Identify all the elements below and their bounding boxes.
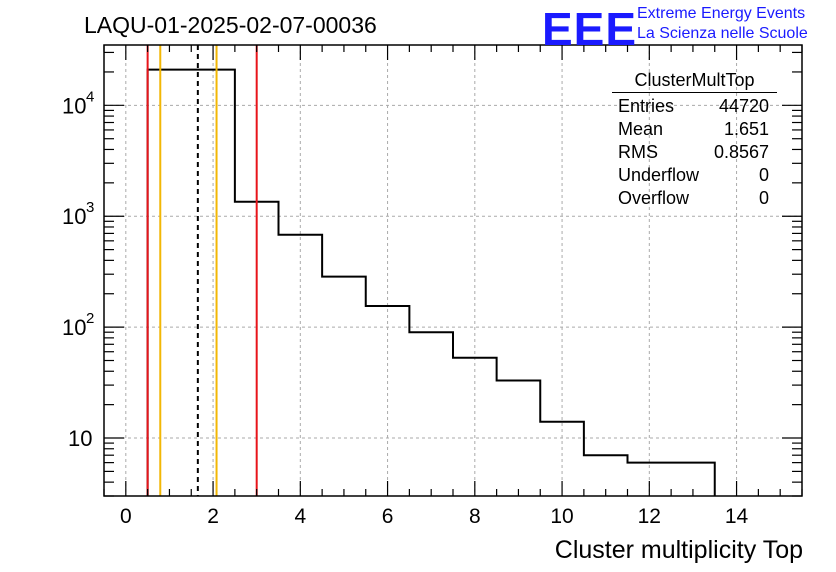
stats-row: RMS 0.8567 [612, 141, 777, 164]
x-axis: 0 2 4 6 8 10 12 14 [103, 45, 803, 528]
x-tick-label: 10 [550, 505, 573, 528]
histogram-bins [146, 68, 716, 496]
histogram-bin [409, 332, 453, 496]
stats-label: RMS [618, 142, 658, 162]
grid-lines [104, 45, 802, 496]
stats-value: 0.8567 [713, 142, 769, 162]
y-tick-exponent: 4 [86, 88, 94, 105]
run-title: LAQU-01-2025-02-07-00036 [84, 12, 377, 38]
stats-value: 0 [758, 188, 769, 208]
x-tick-label: 2 [207, 505, 219, 528]
logo-subtitle-2: La Scienza nelle Scuole [637, 25, 808, 42]
stats-row: Overflow 0 [612, 187, 777, 210]
y-tick-label: 10 [62, 93, 86, 118]
stats-label: Underflow [618, 165, 700, 185]
x-tick-label: 12 [638, 505, 661, 528]
stats-label: Entries [618, 96, 675, 116]
stats-box: ClusterMultTop Entries 44720 Mean 1.651 … [612, 70, 777, 210]
y-tick-label: 10 [68, 426, 92, 451]
stats-row: Entries 44720 [612, 95, 777, 118]
stats-label: Overflow [618, 188, 690, 208]
stats-value: 0 [758, 165, 769, 185]
y-tick-exponent: 3 [86, 199, 94, 216]
y-tick-label: 10 [62, 315, 86, 340]
histogram-outline [146, 68, 716, 496]
histogram-bin [148, 70, 192, 496]
logo-subtitle-1: Extreme Energy Events [637, 5, 806, 22]
x-tick-label: 8 [469, 505, 481, 528]
y-tick-label: 10 [62, 204, 86, 229]
histogram-bin [453, 358, 497, 496]
x-tick-label: 6 [382, 505, 394, 528]
marker-lines [146, 45, 258, 496]
x-tick-label: 4 [294, 505, 306, 528]
histogram-bin [322, 277, 366, 496]
y-tick-exponent: 2 [86, 310, 94, 327]
x-tick-label: 14 [725, 505, 749, 528]
stats-label: Mean [618, 119, 664, 139]
stats-value: 44720 [718, 96, 769, 116]
x-axis-label: Cluster multiplicity Top [554, 536, 803, 564]
stats-row: Underflow 0 [612, 164, 777, 187]
stats-value: 1.651 [723, 119, 769, 139]
stats-row: Mean 1.651 [612, 118, 777, 141]
eee-logo: EEE [542, 3, 638, 55]
stats-title: ClusterMultTop [612, 70, 777, 93]
x-tick-label: 0 [120, 505, 132, 528]
